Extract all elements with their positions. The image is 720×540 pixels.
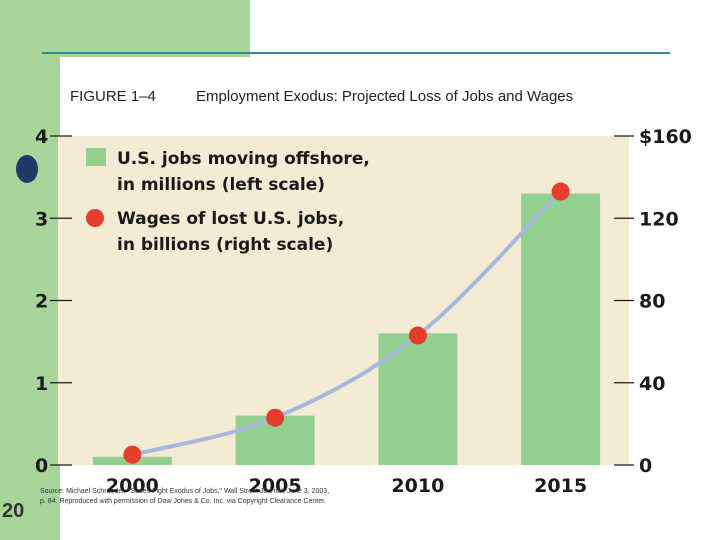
- slide-number: 20: [2, 500, 25, 522]
- green-side-band: [0, 0, 60, 540]
- left-tick-label: 4: [35, 126, 48, 148]
- figure-title: Employment Exodus: Projected Loss of Job…: [196, 88, 574, 105]
- green-top-band: [0, 0, 250, 57]
- wage-marker-2015: [551, 182, 570, 201]
- left-tick-label: 3: [35, 208, 48, 230]
- wage-marker-2005: [266, 408, 285, 427]
- right-tick-label: 40: [639, 373, 665, 395]
- title-rule: [42, 52, 670, 54]
- x-tick-label: 2010: [391, 475, 444, 497]
- source-note: Source: Michael Schroeder, "States Fight…: [40, 487, 460, 507]
- x-tick-label: 2005: [249, 475, 302, 497]
- legend-wages-line1: Wages of lost U.S. jobs,: [117, 209, 344, 229]
- legend-jobs-swatch: [86, 148, 106, 166]
- bar-2010: [378, 333, 458, 465]
- source-line-1: Source: Michael Schroeder, "States Fight…: [40, 488, 330, 495]
- wages-line: [131, 190, 563, 457]
- bar-2015: [521, 193, 601, 465]
- x-tick-label: 2000: [106, 475, 159, 497]
- right-tick-label: 120: [639, 208, 679, 230]
- wage-marker-2000: [123, 445, 142, 464]
- legend-wages-line2: in billions (right scale): [117, 235, 333, 255]
- slide-bullet: [16, 155, 38, 183]
- left-tick-label: 1: [35, 373, 48, 395]
- x-tick-label: 2015: [534, 475, 587, 497]
- right-tick-label: 0: [639, 455, 652, 477]
- right-tick-label: 80: [639, 291, 665, 313]
- left-tick-label: 0: [35, 455, 48, 477]
- wage-marker-2010: [408, 326, 427, 345]
- left-tick-label: 2: [35, 291, 48, 313]
- legend-jobs-line1: U.S. jobs moving offshore,: [117, 149, 370, 169]
- legend-wages-marker: [86, 209, 104, 227]
- source-line-2: p. 84. Reproduced with permission of Dow…: [40, 498, 326, 505]
- right-tick-label: $160: [639, 126, 692, 148]
- figure-label: FIGURE 1–4: [70, 88, 156, 105]
- legend-jobs-line2: in millions (left scale): [117, 175, 325, 195]
